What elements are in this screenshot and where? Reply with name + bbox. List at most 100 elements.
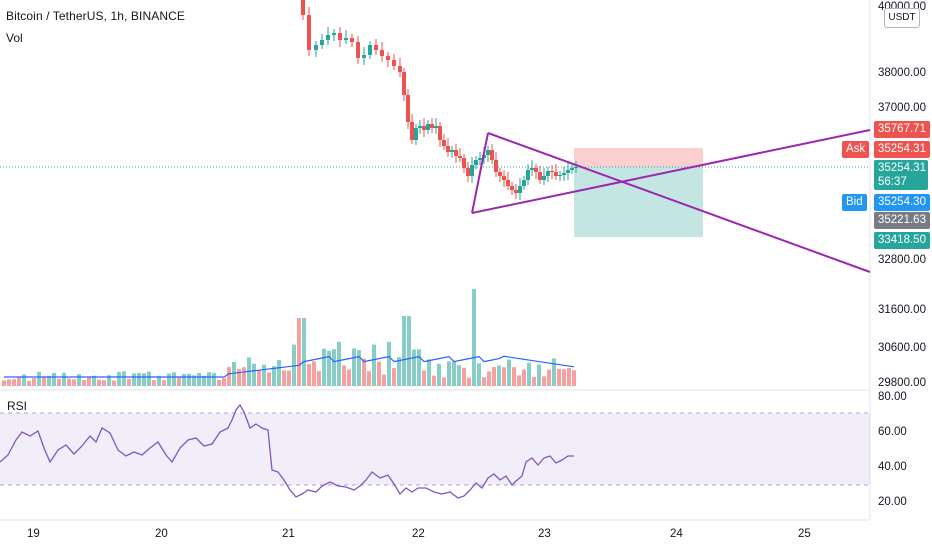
volume-bar xyxy=(302,318,306,386)
volume-bar xyxy=(562,369,566,386)
candle-body xyxy=(362,55,366,58)
volume-bar xyxy=(552,358,556,386)
candle-body xyxy=(398,66,402,72)
candle-body xyxy=(446,146,450,152)
rsi-indicator-label[interactable]: RSI xyxy=(7,399,28,413)
candle-body xyxy=(510,186,514,190)
rsi-tick: 20.00 xyxy=(878,496,907,508)
volume-bar xyxy=(447,361,451,386)
volume-bar xyxy=(472,289,476,386)
volume-indicator-label[interactable]: Vol xyxy=(6,31,23,45)
volume-bar xyxy=(217,379,221,386)
candle-body xyxy=(470,165,474,176)
volume-bar xyxy=(287,370,291,386)
volume-bar xyxy=(57,378,61,386)
stop-zone[interactable] xyxy=(574,148,703,167)
take-profit-price-tag: 35767.71 xyxy=(874,121,930,138)
lower-trendline[interactable] xyxy=(471,129,871,214)
volume-bar xyxy=(417,349,421,386)
time-tick: 21 xyxy=(282,528,295,540)
volume-bar xyxy=(432,375,436,386)
volume-bar xyxy=(232,361,236,386)
volume-bar xyxy=(517,375,521,386)
volume-bar xyxy=(132,373,136,386)
volume-bar xyxy=(197,373,201,386)
volume-bar xyxy=(277,360,281,386)
volume-bar xyxy=(67,378,71,386)
volume-bar xyxy=(522,369,526,386)
volume-bar xyxy=(187,373,191,386)
volume-bar xyxy=(407,316,411,386)
volume-bar xyxy=(422,370,426,386)
volume-bar xyxy=(402,316,406,386)
volume-bar xyxy=(452,361,456,386)
candle-body xyxy=(522,180,526,186)
time-tick: 24 xyxy=(670,528,683,540)
volume-bar xyxy=(327,350,331,386)
price-tick: 32800.00 xyxy=(878,254,926,266)
volume-bar xyxy=(357,350,361,386)
volume-bar xyxy=(557,368,561,386)
candle-body xyxy=(314,45,318,50)
candle-body xyxy=(434,126,438,128)
candle-body xyxy=(332,33,336,35)
volume-bar xyxy=(312,361,316,386)
candle-body xyxy=(538,172,542,180)
volume-bar xyxy=(492,367,496,386)
time-tick: 25 xyxy=(798,528,811,540)
candle-body xyxy=(562,173,566,175)
volume-bar xyxy=(252,363,256,386)
volume-bar xyxy=(512,367,516,386)
candle-body xyxy=(368,45,372,55)
upper-trendline[interactable] xyxy=(487,132,871,273)
candle-body xyxy=(386,56,390,60)
rsi-line xyxy=(0,403,574,499)
volume-bar xyxy=(127,378,131,386)
volume-bar xyxy=(437,363,441,386)
volume-bar xyxy=(527,362,531,386)
volume-bar xyxy=(352,348,356,386)
candle-body xyxy=(458,156,462,158)
volume-bar xyxy=(87,377,91,386)
candle-body xyxy=(301,0,305,15)
volume-bar xyxy=(467,377,471,386)
candle-body xyxy=(566,170,570,173)
candle-body xyxy=(506,180,510,186)
volume-bar xyxy=(97,379,101,386)
volume-bar xyxy=(107,375,111,386)
volume-bar xyxy=(502,367,506,386)
candle-body xyxy=(414,128,418,140)
symbol-title[interactable]: Bitcoin / TetherUS, 1h, BINANCE xyxy=(6,9,185,23)
candle-body xyxy=(570,168,574,170)
volume-bar xyxy=(497,365,501,386)
volume-bar xyxy=(12,379,16,386)
candle-body xyxy=(338,33,342,40)
volume-bars xyxy=(2,289,576,386)
volume-bar xyxy=(227,367,231,386)
time-tick: 23 xyxy=(538,528,551,540)
candle-body xyxy=(406,95,410,122)
triangle-left-edge[interactable] xyxy=(471,132,489,214)
volume-bar xyxy=(427,359,431,386)
candle-body xyxy=(518,186,522,193)
candle-body xyxy=(410,122,414,140)
candle-body xyxy=(490,150,494,160)
volume-bar xyxy=(122,371,126,386)
volume-bar xyxy=(237,368,241,386)
price-tick: 37000.00 xyxy=(878,102,926,114)
price-tick: 30600.00 xyxy=(878,342,926,354)
rsi-tick: 80.00 xyxy=(878,391,907,403)
bid-price-tag: 35254.30 xyxy=(874,194,930,211)
volume-bar xyxy=(77,374,81,386)
volume-bar xyxy=(342,365,346,386)
candle-body xyxy=(307,15,311,50)
volume-bar xyxy=(537,364,541,386)
candle-body xyxy=(350,38,354,42)
volume-bar xyxy=(2,380,6,386)
entry-price-tag: 35221.63 xyxy=(874,212,930,229)
volume-bar xyxy=(172,372,176,386)
candle-body xyxy=(356,42,360,58)
currency-button[interactable]: USDT xyxy=(884,8,920,28)
volume-bar xyxy=(37,371,41,386)
